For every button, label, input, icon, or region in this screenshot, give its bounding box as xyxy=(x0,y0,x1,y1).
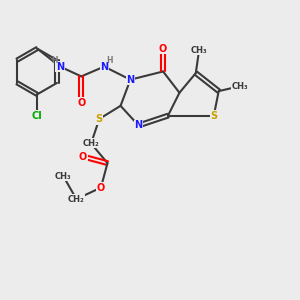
Text: CH₂: CH₂ xyxy=(83,139,100,148)
Text: H: H xyxy=(57,62,64,71)
Text: Cl: Cl xyxy=(32,111,43,121)
Text: CH₃: CH₃ xyxy=(191,46,207,55)
Text: O: O xyxy=(159,44,167,54)
Text: CH₂: CH₂ xyxy=(68,195,85,204)
Text: O: O xyxy=(97,183,105,193)
Text: N: N xyxy=(134,121,142,130)
Text: O: O xyxy=(79,152,87,161)
Text: S: S xyxy=(210,111,218,121)
Text: N: N xyxy=(100,61,108,72)
Text: O: O xyxy=(77,98,86,108)
Text: CH₃: CH₃ xyxy=(232,82,248,91)
Text: CH₃: CH₃ xyxy=(55,172,72,181)
Text: H: H xyxy=(52,56,58,64)
Text: H: H xyxy=(106,56,113,64)
Text: S: S xyxy=(96,114,103,124)
Text: N: N xyxy=(56,61,64,72)
Text: H: H xyxy=(101,62,108,71)
Text: N: N xyxy=(126,75,134,85)
